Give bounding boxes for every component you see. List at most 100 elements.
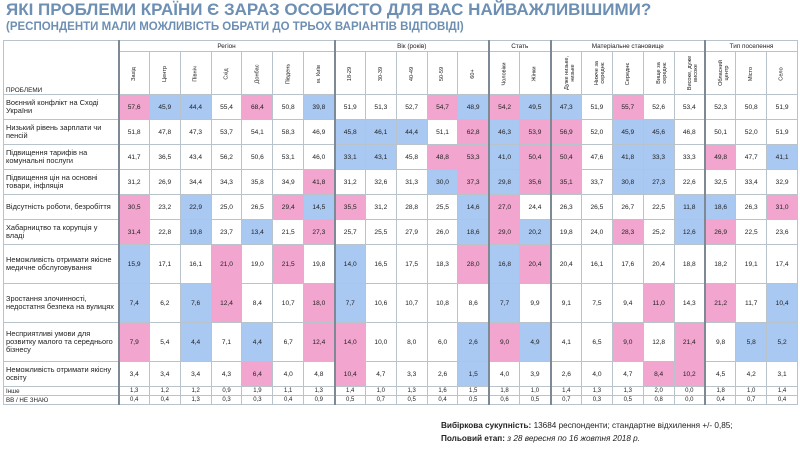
table-cell: 19,8 bbox=[179, 219, 212, 245]
table-cell: 41,1 bbox=[766, 144, 799, 170]
table-cell: 10,4 bbox=[766, 283, 799, 323]
data-table-container: ПРОБЛЕМИ Регіон Вік (років) Стать Матеріальн… bbox=[3, 40, 799, 405]
table-cell: 4,4 bbox=[241, 322, 274, 362]
row-label: Інше bbox=[3, 386, 119, 396]
table-cell: 7,6 bbox=[179, 283, 212, 323]
table-cell: 26,0 bbox=[426, 219, 459, 245]
table-cell: 0,4 bbox=[703, 395, 737, 405]
table-cell: 4,3 bbox=[210, 361, 243, 387]
table-cell: 68,4 bbox=[241, 94, 274, 120]
table-cell: 44,4 bbox=[179, 94, 212, 120]
table-cell: 47,3 bbox=[179, 119, 212, 145]
table-cell: 5,8 bbox=[735, 322, 768, 362]
table-cell: 9,4 bbox=[611, 283, 644, 323]
table-cell: 0,3 bbox=[241, 395, 274, 405]
table-cell: 27,3 bbox=[642, 169, 675, 195]
table-cell: 35,6 bbox=[519, 169, 552, 195]
table-cell: 10,0 bbox=[364, 322, 397, 362]
table-cell: 23,2 bbox=[148, 194, 181, 220]
table-cell: 37,3 bbox=[457, 169, 490, 195]
column-header-label: Донбас bbox=[254, 63, 261, 84]
table-cell: 56,9 bbox=[549, 119, 582, 145]
table-cell: 7,7 bbox=[333, 283, 366, 323]
table-row: Неможливість отримати якісну освіту 3,4 3,… bbox=[3, 361, 799, 387]
table-cell: 56,2 bbox=[210, 144, 243, 170]
table-cell: 9,9 bbox=[519, 283, 552, 323]
table-cell: 27,9 bbox=[395, 219, 428, 245]
table-cell: 46,0 bbox=[303, 144, 336, 170]
chart-title: ЯКІ ПРОБЛЕМИ КРАЇНИ Є ЗАРАЗ ОСОБИСТО ДЛЯ… bbox=[6, 0, 652, 19]
table-cell: 11,8 bbox=[673, 194, 706, 220]
column-header: Дуже низьке, низьке bbox=[549, 51, 582, 95]
table-cell: 53,7 bbox=[210, 119, 243, 145]
group-header: Матеріальне становище bbox=[549, 40, 706, 52]
column-header-label: Вище за середнє bbox=[655, 62, 668, 84]
table-cell: 18,6 bbox=[703, 194, 737, 220]
table-cell: 0,5 bbox=[333, 395, 366, 405]
row-label: Підвищення цін на основні товари, інфляц… bbox=[3, 169, 119, 195]
table-cell: 32,6 bbox=[364, 169, 397, 195]
table-cell: 22,5 bbox=[642, 194, 675, 220]
table-cell: 26,9 bbox=[703, 219, 737, 245]
table-cell: 4,0 bbox=[581, 361, 613, 387]
table-cell: 5,2 bbox=[766, 322, 799, 362]
table-cell: 18,2 bbox=[703, 244, 737, 284]
footer-field: Польовий етап: з 28 вересня по 16 жовтня… bbox=[441, 434, 640, 443]
table-row: Хабарництво та корупція у владі 31,4 22,8 1… bbox=[3, 219, 799, 245]
table-cell: 35,8 bbox=[241, 169, 274, 195]
table-cell: 1,4 bbox=[766, 386, 799, 396]
table-cell: 51,9 bbox=[581, 94, 613, 120]
column-header-label: Схід bbox=[223, 67, 230, 80]
table-row: Воєнний конфлікт на Сході України 57,6 45,… bbox=[3, 94, 799, 120]
table-cell: 25,7 bbox=[333, 219, 366, 245]
table-cell: 3,4 bbox=[117, 361, 150, 387]
table-cell: 1,3 bbox=[179, 395, 212, 405]
table-cell: 22,8 bbox=[148, 219, 181, 245]
table-cell: 1,8 bbox=[703, 386, 737, 396]
table-row: Низький рівень зарплати чи пенсій 51,8 47,… bbox=[3, 119, 799, 145]
table-cell: 31,2 bbox=[333, 169, 366, 195]
table-cell: 1,9 bbox=[241, 386, 274, 396]
table-cell: 0,0 bbox=[673, 395, 706, 405]
table-cell: 1,3 bbox=[117, 386, 150, 396]
table-cell: 0,0 bbox=[673, 386, 706, 396]
table-cell: 0,9 bbox=[303, 395, 336, 405]
column-header: Обласний центр bbox=[703, 51, 737, 95]
footer-sample: Вибіркова сукупність: 13684 респонденти;… bbox=[441, 421, 733, 430]
table-cell: 20,4 bbox=[549, 244, 582, 284]
table-cell: 48,8 bbox=[426, 144, 459, 170]
table-cell: 24,4 bbox=[519, 194, 552, 220]
table-cell: 53,9 bbox=[519, 119, 552, 145]
table-cell: 47,3 bbox=[549, 94, 582, 120]
table-cell: 0,5 bbox=[519, 395, 552, 405]
row-label: Низький рівень зарплати чи пенсій bbox=[3, 119, 119, 145]
column-header-label: Місто bbox=[748, 66, 755, 81]
column-header-label: Жінки bbox=[531, 65, 538, 82]
table-cell: 4,0 bbox=[272, 361, 305, 387]
table-cell: 17,6 bbox=[611, 244, 644, 284]
table-cell: 0,9 bbox=[210, 386, 243, 396]
table-cell: 29,8 bbox=[487, 169, 521, 195]
table-cell: 19,8 bbox=[303, 244, 336, 284]
table-cell: 51,9 bbox=[333, 94, 366, 120]
table-cell: 8,4 bbox=[642, 361, 675, 387]
table-cell: 3,3 bbox=[395, 361, 428, 387]
table-cell: 33,3 bbox=[673, 144, 706, 170]
table-cell: 7,4 bbox=[117, 283, 150, 323]
table-cell: 52,7 bbox=[395, 94, 428, 120]
table-cell: 7,7 bbox=[487, 283, 521, 323]
table-cell: 14,0 bbox=[333, 244, 366, 284]
table-cell: 44,4 bbox=[395, 119, 428, 145]
table-cell: 22,6 bbox=[673, 169, 706, 195]
table-cell: 10,7 bbox=[272, 283, 305, 323]
table-cell: 25,5 bbox=[364, 219, 397, 245]
table-cell: 11,0 bbox=[642, 283, 675, 323]
column-header: Схід bbox=[210, 51, 243, 95]
table-cell: 52,0 bbox=[581, 119, 613, 145]
table-cell: 1,3 bbox=[303, 386, 336, 396]
table-cell: 1,8 bbox=[487, 386, 521, 396]
table-cell: 58,3 bbox=[272, 119, 305, 145]
table-cell: 2,6 bbox=[426, 361, 459, 387]
table-cell: 26,7 bbox=[611, 194, 644, 220]
table-row: Інше 1,3 1,2 1,2 0,9 1,9 1,1 1,3 1,4 1,0 1,3 1,6 1,5… bbox=[3, 386, 799, 396]
